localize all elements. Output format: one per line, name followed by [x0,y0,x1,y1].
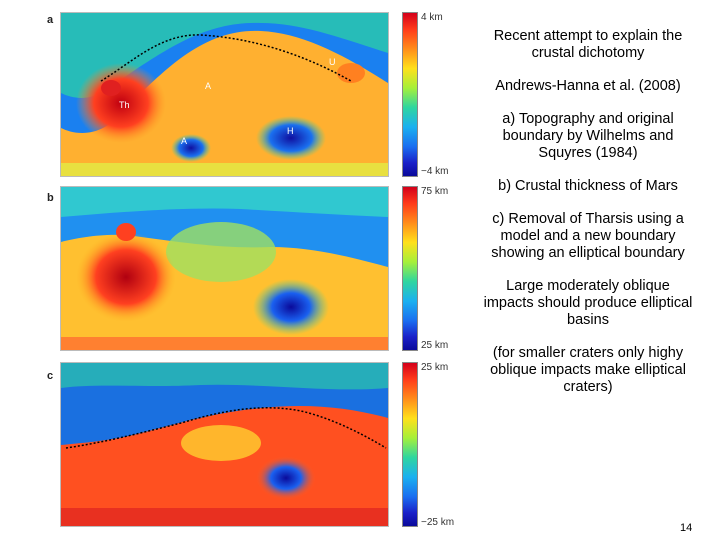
scale-a-bottom: −4 km [421,166,449,177]
scale-c-top: 25 km [421,362,449,373]
scale-b-bottom: 25 km [421,340,449,351]
topography-map: U Th A H A [60,12,389,177]
slide-notes: Recent attempt to explain the crustal di… [482,28,694,412]
map-label-a2: A [181,136,187,146]
tharsis-removed-map [60,362,389,527]
panel-a-letter: a [47,14,54,26]
crustal-thickness-map [60,186,389,351]
note-citation: Andrews-Hanna et al. (2008) [495,78,681,94]
note-oblique-impacts: Large moderately oblique impacts should … [483,278,693,328]
colorbar-b [402,186,418,351]
mars-figure: a U Th A H A 4 km −4 km b [47,12,455,528]
note-small-craters: (for smaller craters only highy oblique … [490,345,686,395]
note-panel-b: b) Crustal thickness of Mars [498,178,678,194]
scale-c-bottom: −25 km [421,517,455,528]
map-label-u: U [329,57,336,67]
colorbar-c [402,362,418,527]
note-panel-a: a) Topography and original boundary by W… [502,111,674,161]
scale-a-top: 4 km [421,12,443,23]
note-panel-c: c) Removal of Tharsis using a model and … [491,211,685,261]
map-label-th: Th [119,100,130,110]
map-label-h: H [287,126,294,136]
map-label-a: A [205,81,211,91]
note-title: Recent attempt to explain the crustal di… [493,28,683,61]
panel-c-letter: c [47,370,54,382]
page-number: 14 [680,522,693,534]
colorbar-a [402,12,418,177]
panel-b-letter: b [47,192,54,204]
scale-b-top: 75 km [421,186,449,197]
